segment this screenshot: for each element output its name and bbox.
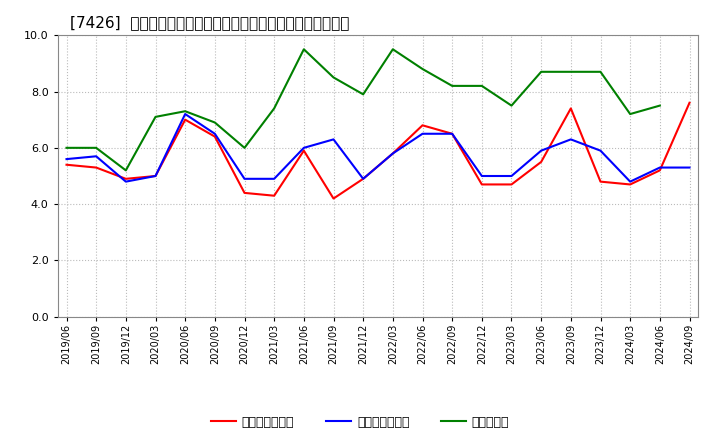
在庫回転率 — [62, 145, 71, 150]
売上債権回転率 — [537, 159, 546, 165]
在庫回転率 — [151, 114, 160, 120]
買入債務回転率 — [389, 151, 397, 156]
買入債務回転率 — [210, 131, 219, 136]
在庫回転率 — [448, 83, 456, 88]
売上債権回転率 — [240, 190, 249, 195]
Line: 買入債務回転率: 買入債務回転率 — [66, 114, 690, 182]
売上債権回転率 — [62, 162, 71, 167]
買入債務回転率 — [596, 148, 605, 153]
在庫回転率 — [596, 69, 605, 74]
売上債権回転率 — [596, 179, 605, 184]
買入債務回転率 — [418, 131, 427, 136]
買入債務回転率 — [300, 145, 308, 150]
在庫回転率 — [300, 47, 308, 52]
Line: 売上債権回転率: 売上債権回転率 — [66, 103, 690, 198]
在庫回転率 — [418, 66, 427, 72]
買入債務回転率 — [359, 176, 367, 181]
売上債権回転率 — [626, 182, 634, 187]
買入債務回転率 — [181, 111, 189, 117]
在庫回転率 — [359, 92, 367, 97]
Legend: 売上債権回転率, 買入債務回転率, 在庫回転率: 売上債権回転率, 買入債務回転率, 在庫回転率 — [206, 411, 514, 434]
買入債務回転率 — [655, 165, 664, 170]
買入債務回転率 — [685, 165, 694, 170]
売上債権回転率 — [655, 168, 664, 173]
売上債権回転率 — [329, 196, 338, 201]
売上債権回転率 — [181, 117, 189, 122]
在庫回転率 — [389, 47, 397, 52]
売上債権回転率 — [359, 176, 367, 181]
売上債権回転率 — [477, 182, 486, 187]
売上債権回転率 — [92, 165, 101, 170]
買入債務回転率 — [240, 176, 249, 181]
売上債権回転率 — [507, 182, 516, 187]
在庫回転率 — [181, 109, 189, 114]
買入債務回転率 — [448, 131, 456, 136]
在庫回転率 — [477, 83, 486, 88]
買入債務回転率 — [151, 173, 160, 179]
Text: [7426]  売上債権回転率、買入債務回転率、在庫回転率の推移: [7426] 売上債権回転率、買入債務回転率、在庫回転率の推移 — [71, 15, 350, 30]
売上債権回転率 — [418, 123, 427, 128]
在庫回転率 — [270, 106, 279, 111]
在庫回転率 — [655, 103, 664, 108]
売上債権回転率 — [685, 100, 694, 106]
売上債権回転率 — [300, 148, 308, 153]
売上債権回転率 — [389, 151, 397, 156]
在庫回転率 — [626, 111, 634, 117]
在庫回転率 — [537, 69, 546, 74]
買入債務回転率 — [270, 176, 279, 181]
買入債務回転率 — [567, 137, 575, 142]
在庫回転率 — [567, 69, 575, 74]
在庫回転率 — [210, 120, 219, 125]
買入債務回転率 — [92, 154, 101, 159]
Line: 在庫回転率: 在庫回転率 — [66, 49, 660, 170]
売上債権回転率 — [567, 106, 575, 111]
売上債権回転率 — [151, 173, 160, 179]
在庫回転率 — [122, 168, 130, 173]
売上債権回転率 — [210, 134, 219, 139]
買入債務回転率 — [537, 148, 546, 153]
買入債務回転率 — [626, 179, 634, 184]
在庫回転率 — [507, 103, 516, 108]
在庫回転率 — [329, 75, 338, 80]
売上債権回転率 — [270, 193, 279, 198]
買入債務回転率 — [62, 157, 71, 162]
買入債務回転率 — [122, 179, 130, 184]
在庫回転率 — [240, 145, 249, 150]
売上債権回転率 — [448, 131, 456, 136]
買入債務回転率 — [477, 173, 486, 179]
在庫回転率 — [92, 145, 101, 150]
売上債権回転率 — [122, 176, 130, 181]
買入債務回転率 — [329, 137, 338, 142]
買入債務回転率 — [507, 173, 516, 179]
